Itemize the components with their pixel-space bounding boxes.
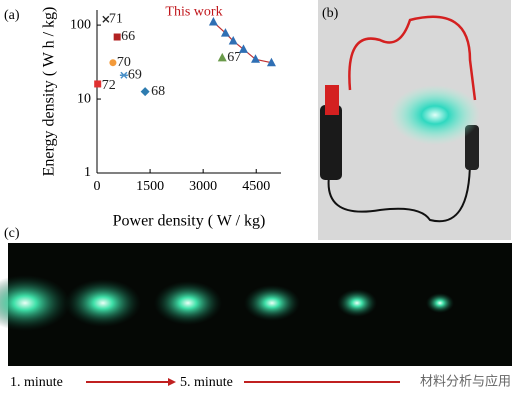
marker (94, 80, 102, 88)
glows (0, 275, 454, 331)
black-wire (327, 159, 471, 223)
clip (465, 125, 479, 170)
arrow-head (168, 378, 176, 386)
marker (208, 17, 218, 26)
marker (113, 33, 121, 41)
marker (228, 35, 238, 45)
marker (102, 15, 110, 23)
point-label: 70 (117, 55, 131, 70)
marker (266, 57, 276, 67)
y-axis-title: Energy density ( W h / kg) (41, 7, 58, 177)
x-tick-label: 1500 (136, 179, 164, 194)
marker (217, 52, 227, 62)
glow (390, 85, 480, 145)
point-label: 69 (128, 67, 142, 82)
marker (119, 71, 128, 79)
red-wire (348, 15, 477, 101)
point-label: 71 (109, 11, 123, 26)
clip-red (325, 85, 339, 115)
point-label: 67 (227, 50, 241, 65)
x-tick-label: 0 (94, 179, 101, 194)
x-tick-label: 3000 (189, 179, 217, 194)
point-label: 68 (151, 84, 165, 99)
y-tick-label: 10 (77, 91, 91, 106)
point-label: 66 (121, 29, 135, 44)
panel-label: (a) (4, 8, 20, 23)
clip (320, 105, 342, 180)
y-tick-label: 1 (84, 165, 91, 180)
time-label: 5. minute (180, 375, 233, 390)
point-label: This work (165, 4, 222, 19)
panel-label: (b) (322, 6, 339, 21)
y-tick-label: 100 (70, 17, 91, 32)
marker (220, 28, 230, 37)
time-label: 1. minute (10, 375, 63, 390)
x-tick-label: 4500 (242, 179, 270, 194)
x-axis-title: Power density ( W / kg) (113, 213, 266, 230)
watermark: 材料分析与应用 (420, 374, 511, 390)
marker (140, 87, 150, 97)
point-label: 72 (102, 78, 116, 93)
marker (109, 59, 117, 67)
marker (251, 54, 261, 63)
panel-label: (c) (4, 226, 20, 241)
marker (238, 44, 248, 53)
